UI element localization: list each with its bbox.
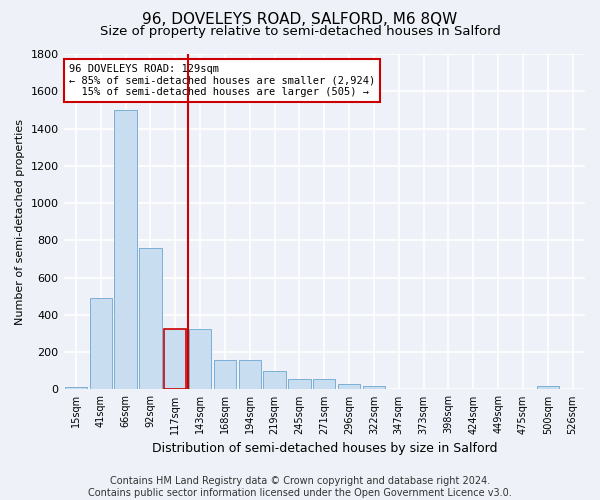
Bar bbox=[288, 379, 311, 390]
Text: 96 DOVELEYS ROAD: 129sqm
← 85% of semi-detached houses are smaller (2,924)
  15%: 96 DOVELEYS ROAD: 129sqm ← 85% of semi-d… bbox=[69, 64, 375, 98]
Text: Size of property relative to semi-detached houses in Salford: Size of property relative to semi-detach… bbox=[100, 25, 500, 38]
Bar bbox=[239, 360, 261, 390]
Bar bbox=[363, 386, 385, 390]
Bar bbox=[89, 298, 112, 390]
Bar bbox=[164, 329, 187, 390]
Bar bbox=[313, 379, 335, 390]
Bar bbox=[263, 371, 286, 390]
Bar bbox=[65, 386, 87, 390]
Y-axis label: Number of semi-detached properties: Number of semi-detached properties bbox=[15, 118, 25, 324]
Text: 96, DOVELEYS ROAD, SALFORD, M6 8QW: 96, DOVELEYS ROAD, SALFORD, M6 8QW bbox=[142, 12, 458, 28]
Bar bbox=[214, 360, 236, 390]
Bar bbox=[115, 110, 137, 390]
X-axis label: Distribution of semi-detached houses by size in Salford: Distribution of semi-detached houses by … bbox=[152, 442, 497, 455]
Bar bbox=[536, 386, 559, 390]
Bar bbox=[139, 248, 161, 390]
Bar bbox=[189, 329, 211, 390]
Text: Contains HM Land Registry data © Crown copyright and database right 2024.
Contai: Contains HM Land Registry data © Crown c… bbox=[88, 476, 512, 498]
Bar bbox=[338, 384, 360, 390]
